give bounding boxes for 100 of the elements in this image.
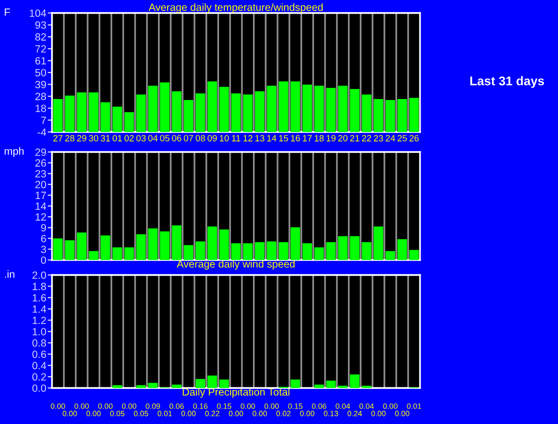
y-tick-label: 0 [41, 256, 46, 264]
x-tick-label: 17 [302, 135, 312, 142]
y-tick-label: 1.6 [32, 294, 46, 302]
y-tick-label: 29 [35, 148, 46, 156]
bar [266, 241, 276, 260]
y-tick-label: 0.2 [32, 373, 46, 381]
y-tick-label: 20 [35, 180, 46, 188]
y-tick-label: 0.8 [32, 339, 46, 347]
x-tick-label: 05 [160, 135, 170, 142]
bar [350, 89, 360, 132]
y-tick-label: 18 [36, 104, 46, 112]
bar [184, 245, 194, 260]
x-axis-title: Daily Precipitation Total [182, 388, 290, 398]
bar [208, 81, 218, 132]
bar [172, 384, 182, 388]
bar [350, 236, 360, 260]
bar [136, 385, 146, 388]
y-tick-label: 1.4 [32, 306, 46, 313]
x-tick-label: 29 [77, 135, 86, 142]
y-tick-label: 50 [35, 69, 46, 76]
bar [136, 234, 146, 260]
x-tick-label: 27 [53, 135, 63, 142]
bar [374, 226, 384, 260]
x-tick-label: 11 [232, 135, 240, 142]
x-tick-label: 23 [374, 135, 384, 142]
bar [208, 376, 218, 388]
bar [53, 98, 63, 132]
bar [148, 382, 158, 388]
y-tick-label: 1.2 [32, 316, 46, 324]
y-tick-label: 3 [41, 246, 46, 254]
bar [231, 93, 241, 132]
bar [65, 240, 75, 260]
x-tick-label: 18 [314, 135, 324, 142]
x-tick-label: 20 [338, 135, 348, 142]
bar [278, 81, 288, 132]
y-tick-label: 82 [35, 33, 46, 41]
x-tick-label: 02 [124, 135, 134, 142]
bar [350, 374, 360, 388]
y-tick-label: 26 [35, 159, 46, 167]
bar [219, 86, 229, 132]
y-tick-label: 72 [35, 45, 46, 52]
x-tick-label: 24 [386, 135, 396, 142]
y-tick-label: 14 [36, 202, 46, 210]
y-tick-label: 104 [30, 10, 46, 17]
bar [53, 238, 63, 260]
bar [266, 86, 276, 132]
bar [326, 242, 336, 260]
x-tick-label: 26 [410, 135, 419, 142]
bar [326, 88, 336, 132]
bar [302, 84, 312, 132]
bar [88, 92, 98, 132]
bar [88, 251, 98, 260]
bar [124, 247, 134, 260]
y-tick-label: 93 [35, 21, 46, 29]
y-tick-label: 0.0 [32, 384, 46, 392]
bar [196, 241, 206, 260]
bar [100, 235, 110, 260]
bar [148, 86, 158, 132]
y-tick-label: 17 [36, 192, 46, 199]
bar [172, 91, 182, 132]
x-tick-label: 01 [112, 135, 122, 142]
bar [386, 251, 396, 260]
x-tick-label: 31 [100, 135, 110, 142]
y-tick-label: 1.0 [32, 328, 46, 336]
y-tick-label: 28 [35, 92, 46, 100]
x-tick-label: 16 [291, 135, 300, 142]
bar [397, 98, 407, 132]
bar [112, 247, 122, 260]
bar [172, 225, 182, 260]
x-tick-label: 12 [244, 135, 252, 142]
y-tick-label: 9 [41, 224, 46, 232]
bar [326, 380, 336, 388]
y-tick-label: 2.0 [32, 272, 46, 279]
bar [219, 229, 229, 260]
x-tick-label: 04 [148, 135, 158, 142]
bar [338, 86, 348, 132]
x-tick-label: 14 [267, 135, 276, 142]
bar [338, 236, 348, 260]
bar [290, 227, 300, 260]
bar [409, 250, 419, 260]
y-axis-title: mph [4, 147, 24, 157]
bar [290, 380, 300, 388]
bar [314, 384, 324, 388]
bar [278, 242, 288, 260]
y-tick-label: 61 [35, 57, 46, 64]
x-tick-label: 28 [65, 135, 74, 142]
bar [160, 231, 170, 260]
bar [184, 100, 194, 132]
y-tick-label: 39 [35, 80, 46, 88]
x-tick-label: 03 [136, 135, 146, 142]
bar [302, 243, 312, 260]
bar [254, 91, 264, 132]
y-tick-label: 12 [36, 213, 46, 221]
bar [112, 385, 122, 388]
x-tick-label: 07 [184, 135, 194, 142]
bar [76, 232, 86, 260]
bar [409, 98, 419, 132]
bar [219, 380, 229, 388]
bar [100, 102, 110, 132]
bar [136, 94, 146, 132]
